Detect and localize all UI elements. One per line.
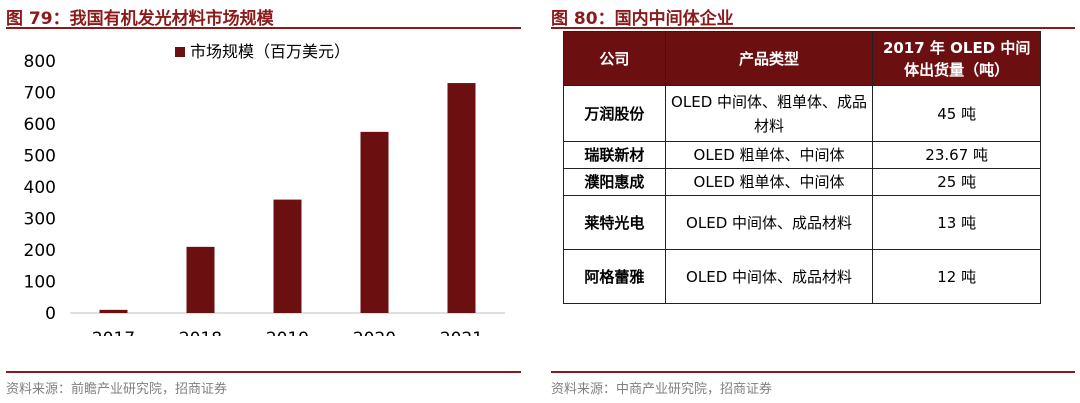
row-company: 瑞联新材 [563,141,666,169]
row-product: OLED 中间体、成品材料 [664,195,874,250]
row-shipment: 12 吨 [872,249,1041,304]
y-tick-label: 0 [45,304,56,324]
x-tick-label: 2017 [92,329,135,336]
left-source: 资料来源：前瞻产业研究院，招商证券 [6,382,228,397]
table-header-row: 公司 产品类型 2017 年 OLED 中间体出货量（吨） [563,31,1041,86]
table-row: 阿格蕾雅 OLED 中间体、成品材料 12 吨 [563,249,1041,304]
row-shipment: 25 吨 [872,168,1041,196]
y-tick-label: 400 [24,178,56,198]
row-company: 莱特光电 [563,195,666,250]
row-shipment: 45 吨 [872,85,1041,142]
legend-swatch [175,47,185,57]
right-title-rule [551,27,1075,29]
left-figure-title: 图 79：我国有机发光材料市场规模 [6,9,274,29]
left-title-rule [6,27,521,29]
intermediates-table: 公司 产品类型 2017 年 OLED 中间体出货量（吨） 万润股份 OLED … [563,31,1041,304]
table-row: 万润股份 OLED 中间体、粗单体、成品材料 45 吨 [563,85,1041,142]
row-company: 濮阳惠成 [563,168,666,196]
right-figure-title: 图 80：国内中间体企业 [551,9,734,29]
right-source-rule [551,371,1075,373]
table-row: 莱特光电 OLED 中间体、成品材料 13 吨 [563,195,1041,250]
bar-2019 [273,199,302,313]
table-row: 濮阳惠成 OLED 粗单体、中间体 25 吨 [563,168,1041,196]
y-tick-label: 100 [24,273,56,293]
bar-2020 [360,131,389,313]
left-source-rule [6,371,521,373]
header-shipment: 2017 年 OLED 中间体出货量（吨） [872,31,1041,86]
row-product: OLED 中间体、成品材料 [664,249,874,304]
y-axis: 0 100 200 300 400 500 600 700 800 [24,52,56,324]
x-tick-label: 2019 [266,329,309,336]
x-tick-label: 2021 [440,329,483,336]
right-source: 资料来源：中商产业研究院，招商证券 [551,382,773,397]
row-company: 阿格蕾雅 [563,249,666,304]
y-tick-label: 800 [24,52,56,72]
bar-2017 [99,309,128,313]
x-tick-label: 2020 [353,329,396,336]
row-product: OLED 粗单体、中间体 [664,168,874,196]
bar-2021 [447,83,476,313]
header-product-type: 产品类型 [664,31,874,86]
row-product: OLED 中间体、粗单体、成品材料 [664,85,874,142]
row-company: 万润股份 [563,85,666,142]
table-row: 瑞联新材 OLED 粗单体、中间体 23.67 吨 [563,141,1041,169]
y-tick-label: 600 [24,115,56,135]
header-company: 公司 [563,31,666,86]
row-shipment: 13 吨 [872,195,1041,250]
x-tick-label: 2018 [179,329,222,336]
bar-2018 [186,246,215,313]
legend-label: 市场规模（百万美元） [190,42,350,61]
bars [99,83,476,313]
row-product: OLED 粗单体、中间体 [664,141,874,169]
y-tick-label: 200 [24,241,56,261]
x-axis: 2017 2018 2019 2020 2021 [92,329,483,336]
y-tick-label: 300 [24,210,56,230]
row-shipment: 23.67 吨 [872,141,1041,169]
chart-legend: 市场规模（百万美元） [175,42,350,61]
y-tick-label: 500 [24,147,56,167]
y-tick-label: 700 [24,84,56,104]
